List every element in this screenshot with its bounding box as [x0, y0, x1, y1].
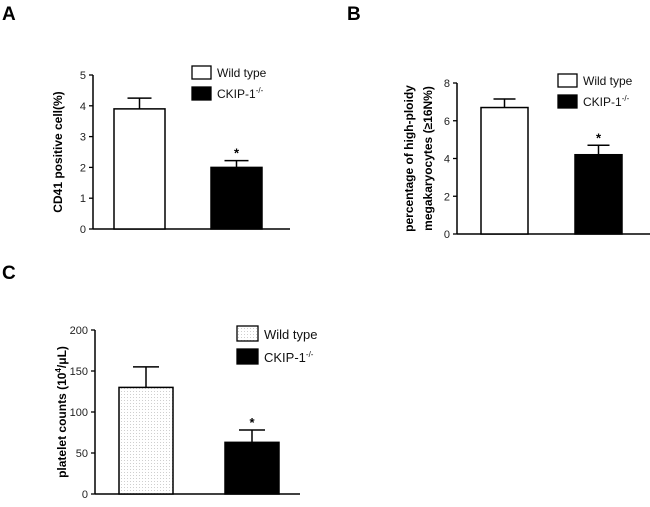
y-tick-label: 200 — [70, 325, 88, 337]
legend-label-text: CKIP-1 — [217, 87, 256, 101]
panel-label-a: A — [2, 4, 16, 25]
y-axis-label-units: /μL) — [55, 346, 69, 368]
legend-label-superscript: -/- — [256, 86, 264, 95]
chart-panel-a: 0 1 2 3 4 5 CD41 positive cell(%) * Wild type CKI… — [51, 65, 290, 236]
bar-wild-type — [480, 106, 529, 235]
y-tick-label: 0 — [80, 224, 86, 236]
significance-marker: * — [596, 130, 602, 145]
legend-label-text: Wild type — [264, 327, 317, 342]
panel-label-c: C — [2, 263, 16, 284]
bar-ckip1-knockout — [210, 166, 263, 230]
y-axis-label-text: platelet counts (10 — [55, 372, 69, 478]
significance-marker: * — [249, 415, 255, 430]
y-tick-label: 5 — [80, 70, 86, 82]
legend-swatch-wild-type — [191, 65, 212, 80]
legend-label-wild-type: Wild type — [583, 74, 633, 88]
y-axis-label: CD41 positive cell(%) — [51, 91, 65, 212]
y-axis-label-superscript: 4 — [54, 368, 63, 373]
legend-label-ckip1: CKIP-1-/- — [264, 350, 314, 365]
legend-label-wild-type: Wild type — [264, 327, 317, 342]
legend-swatch-wild-type — [236, 325, 259, 342]
y-tick-label: 2 — [80, 162, 86, 174]
y-axis-label-line2: megakaryocytes (≥16N%) — [421, 86, 435, 231]
bar-wild-type — [113, 108, 166, 230]
y-tick-label: 6 — [444, 116, 450, 128]
y-tick-label: 3 — [80, 132, 86, 144]
legend-label-text: Wild type — [217, 66, 267, 80]
significance-marker: * — [234, 146, 240, 161]
legend-swatch-ckip1 — [191, 86, 212, 101]
legend-label-superscript: -/- — [622, 94, 630, 103]
panel-label-b: B — [347, 4, 361, 25]
y-tick-label: 1 — [80, 193, 86, 205]
y-tick-label: 0 — [444, 229, 450, 241]
legend-swatch-wild-type — [557, 73, 578, 88]
y-tick-label: 0 — [82, 489, 88, 501]
legend-label-text: CKIP-1 — [583, 95, 622, 109]
y-tick-label: 4 — [80, 101, 86, 113]
y-axis-label: platelet counts (104/μL) — [54, 346, 69, 478]
y-axis-label: percentage of high-ploidy — [402, 85, 416, 232]
y-tick-label: 2 — [444, 191, 450, 203]
legend-label-ckip1: CKIP-1-/- — [217, 86, 264, 101]
bar-wild-type — [118, 386, 174, 495]
chart-panel-b: 0 2 4 6 8 percentage of high-ploidy megakaryoc… — [402, 73, 650, 241]
legend-label-ckip1: CKIP-1-/- — [583, 94, 630, 109]
y-tick-label: 150 — [70, 366, 88, 378]
legend-label-text: CKIP-1 — [264, 350, 306, 365]
legend-label-wild-type: Wild type — [217, 66, 267, 80]
legend-swatch-ckip1 — [236, 348, 259, 365]
y-tick-label: 4 — [444, 154, 450, 166]
y-tick-label: 50 — [76, 448, 88, 460]
bar-ckip1-knockout — [574, 153, 623, 235]
legend-label-text: Wild type — [583, 74, 633, 88]
legend-label-superscript: -/- — [306, 350, 314, 359]
y-tick-label: 100 — [70, 407, 88, 419]
legend-swatch-ckip1 — [557, 94, 578, 109]
bar-ckip1-knockout — [224, 441, 280, 495]
y-tick-label: 8 — [444, 78, 450, 90]
